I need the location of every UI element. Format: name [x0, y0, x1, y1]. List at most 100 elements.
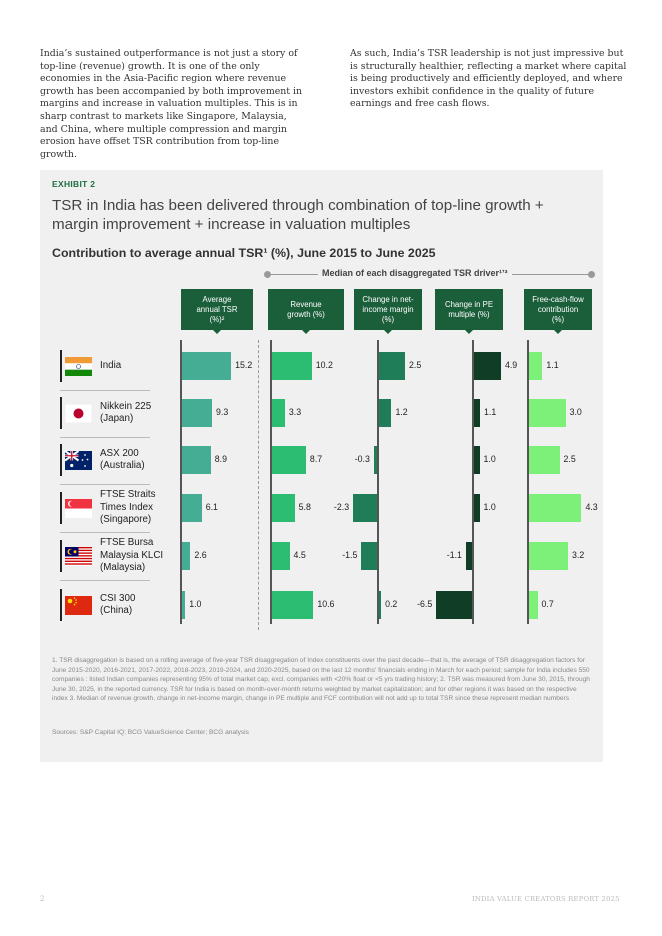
country-name: ASX 200 (Australia) [100, 448, 145, 473]
country-label-3: FTSE Straits Times Index (Singapore) [60, 489, 156, 525]
bar-3-3 [474, 494, 480, 522]
median-bracket-left-dot [264, 271, 271, 278]
bar-value-label: -2.3 [333, 502, 350, 512]
bar-value-label: 1.0 [189, 599, 202, 609]
bar-1-4 [272, 542, 290, 570]
country-name: CSI 300 (China) [100, 593, 135, 618]
bar-value-label: 4.9 [504, 360, 518, 370]
country-row-marker [60, 444, 62, 476]
column-header-line: annual TSR [196, 304, 238, 314]
bar-4-5 [529, 591, 538, 619]
column-header-3: Change in PE multiple (%) [435, 289, 503, 334]
bar-0-4 [182, 542, 191, 570]
bar-3-4 [465, 542, 472, 570]
bar-value-label: 8.9 [214, 454, 227, 464]
row-separator [60, 390, 150, 391]
bar-2-0 [379, 352, 405, 380]
column-header-line: Free-cash-flow [532, 294, 584, 304]
country-name-line: (China) [100, 605, 133, 616]
row-separator [60, 532, 150, 533]
bar-value-label: 1.1 [546, 360, 559, 370]
country-row-marker [60, 397, 62, 429]
column-axis-2 [377, 340, 379, 624]
bar-value-label: 1.2 [395, 407, 408, 417]
bar-value-label: 10.6 [317, 599, 335, 609]
bar-value-label: 8.7 [309, 454, 323, 464]
column-header-line: Change in net- [362, 294, 414, 304]
bar-value-label: 1.0 [483, 454, 496, 464]
exhibit-label: EXHIBIT 2 [52, 179, 96, 189]
bar-value-label: 6.1 [205, 502, 218, 512]
country-name-line: FTSE Straits [100, 489, 156, 501]
country-row-marker [60, 350, 62, 382]
country-name-line: Nikkein 225 [100, 400, 152, 412]
bar-value-label: 3.0 [569, 407, 582, 417]
column-header-2: Change in net-income margin (%) [354, 289, 422, 334]
bar-value-label: -0.3 [354, 454, 370, 464]
country-row-marker [60, 589, 62, 621]
column-header-0: Average annual TSR (%)² [181, 289, 253, 334]
column-axis-4 [527, 340, 529, 624]
exhibit-footnote: 1. TSR disaggregation is based on a roll… [52, 657, 590, 703]
country-name-line: Times Index [100, 501, 153, 513]
column-header-line: income margin [362, 304, 414, 314]
intro-left-paragraph: India’s sustained outperformance is not … [40, 48, 303, 160]
row-separator [60, 437, 150, 438]
column-header-text: Change in PE multiple (%) [445, 300, 493, 320]
country-name-line: FTSE Bursa [100, 537, 154, 549]
report-name: INDIA VALUE CREATORS REPORT 2025 [472, 895, 620, 903]
country-label-4: FTSE Bursa Malaysia KLCI (Malaysia) [60, 537, 163, 575]
country-name: FTSE Bursa Malaysia KLCI (Malaysia) [100, 537, 163, 575]
bar-value-label: 3.3 [288, 407, 302, 417]
bar-value-label: 5.8 [298, 502, 311, 512]
column-header-line: multiple (%) [448, 309, 490, 319]
singapore-flag-icon [65, 498, 92, 518]
bar-value-label: 2.5 [409, 360, 422, 370]
bar-1-2 [272, 446, 306, 474]
bar-value-label: 9.3 [216, 407, 229, 417]
bar-value-label: 1.1 [484, 407, 497, 417]
page-number: 2 [40, 895, 45, 903]
bar-3-0 [474, 352, 501, 380]
column-header-text: Change in net-income margin (%) [362, 295, 413, 325]
china-flag-icon [65, 595, 92, 615]
australia-flag-icon [64, 449, 92, 470]
column-header-text: Average annual TSR (%)² [196, 295, 237, 325]
bar-4-3 [529, 494, 582, 522]
median-bracket-right-dot [588, 271, 595, 278]
japan-flag-icon [64, 403, 93, 423]
bar-value-label: 1.0 [483, 502, 496, 512]
bar-0-0 [182, 352, 232, 380]
country-label-2: ASX 200 (Australia) [60, 444, 145, 476]
column-header-line: growth (%) [287, 309, 325, 319]
bar-value-label: 10.2 [315, 360, 333, 370]
country-name: India [100, 360, 121, 373]
exhibit-panel: EXHIBIT 2 TSR in India has been delivere… [40, 170, 603, 762]
bar-value-label: 2.5 [563, 454, 576, 464]
intro-right-paragraph: As such, India’s TSR leadership is not j… [350, 48, 627, 110]
tsr-divider-dashed-line [258, 340, 259, 630]
bar-3-5 [436, 591, 472, 619]
country-name-line: (Japan) [100, 413, 134, 424]
column-header-line: (%) [381, 314, 395, 324]
bar-4-1 [529, 399, 566, 427]
median-label: Median of each disaggregated TSR driver¹… [318, 268, 512, 278]
country-name-line: (Australia) [100, 460, 145, 471]
bar-4-2 [529, 446, 560, 474]
bar-4-0 [529, 352, 543, 380]
bar-value-label: 0.7 [541, 599, 554, 609]
country-label-1: Nikkein 225 (Japan) [60, 397, 151, 429]
bar-0-3 [182, 494, 202, 522]
country-name: Nikkein 225 (Japan) [100, 401, 151, 426]
column-header-text: Free-cash-flow contribution (%) [532, 295, 584, 325]
bar-value-label: 0.2 [385, 599, 398, 609]
bar-value-label: 2.6 [194, 550, 207, 560]
country-name-line: ASX 200 [100, 447, 139, 459]
exhibit-subtitle: Contribution to average annual TSR¹ (%),… [52, 246, 436, 260]
column-header-line: Revenue [290, 299, 322, 309]
malaysia-flag-icon [65, 546, 92, 566]
bar-value-label: 4.3 [585, 502, 598, 512]
column-axis-0 [180, 340, 182, 624]
bar-0-2 [182, 446, 211, 474]
bar-value-label: -1.1 [446, 550, 462, 560]
